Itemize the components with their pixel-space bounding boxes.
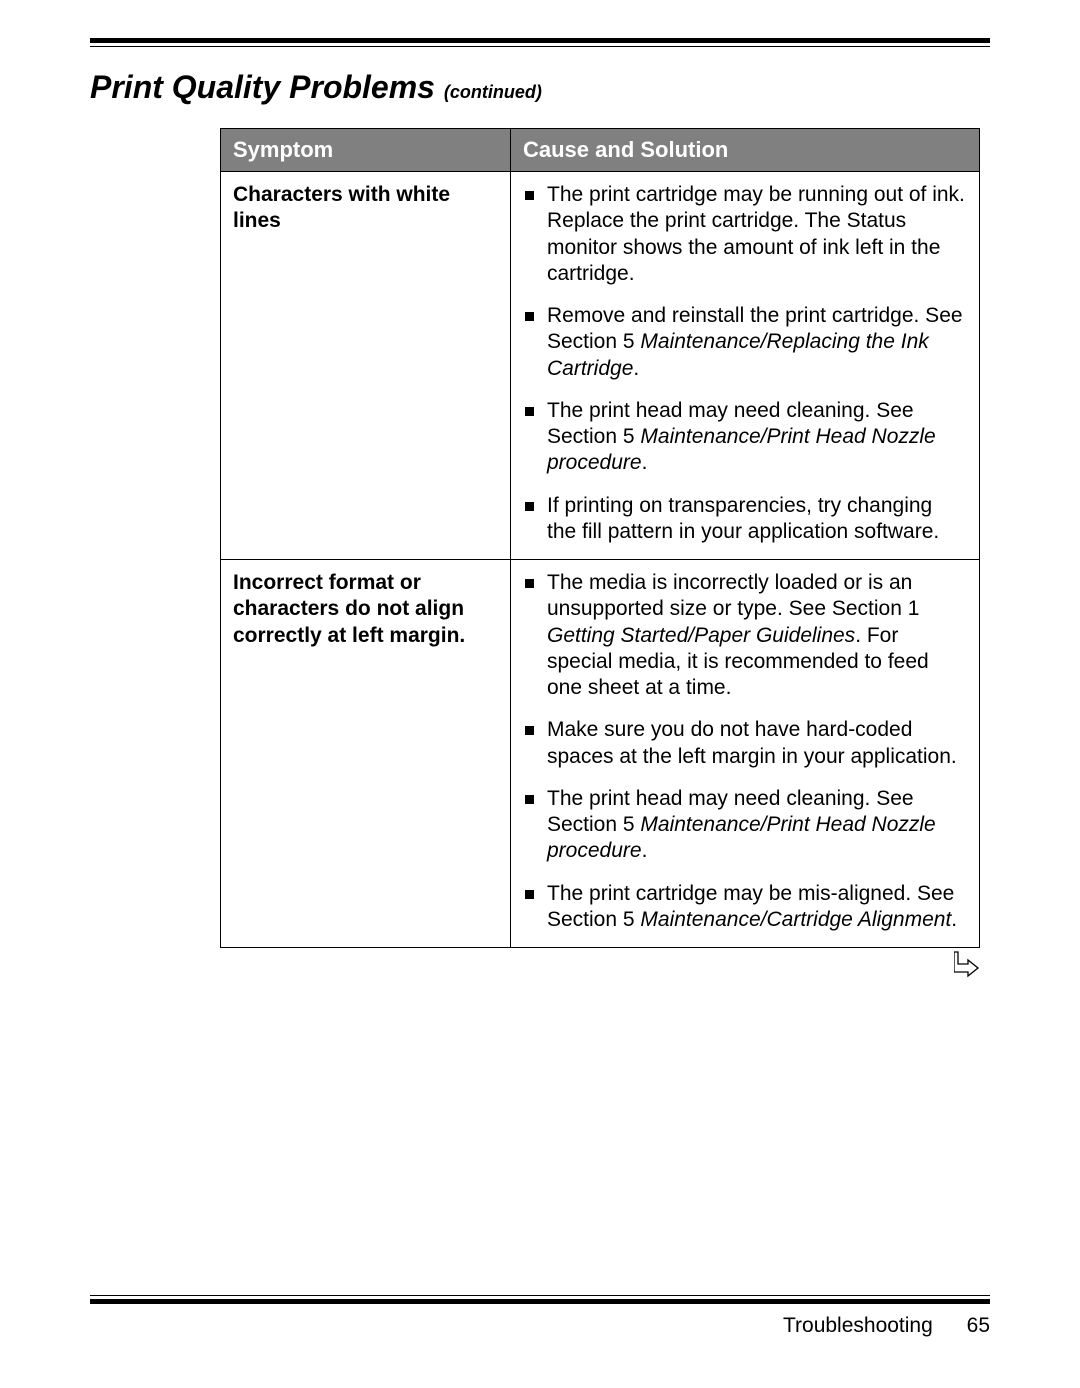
solution-item: If printing on transparencies, try chang…	[525, 493, 965, 546]
solution-item: The media is incorrectly loaded or is an…	[525, 570, 965, 701]
top-rule	[90, 38, 990, 47]
table-row: Characters with white lines The print ca…	[221, 172, 980, 560]
solution-em: Maintenance/Cartridge Alignment	[640, 908, 951, 931]
solution-post: .	[633, 357, 639, 380]
solution-item: The print cartridge may be running out o…	[525, 182, 965, 287]
symptom-cell: Incorrect format or characters do not al…	[221, 560, 511, 948]
solution-item: Remove and reinstall the print cartridge…	[525, 303, 965, 382]
page-heading: Print Quality Problems (continued)	[90, 69, 990, 106]
solution-text: The media is incorrectly loaded or is an…	[547, 571, 919, 620]
page-footer: Troubleshooting 65	[90, 1295, 990, 1338]
solution-item: The print head may need cleaning. See Se…	[525, 786, 965, 865]
solution-post: .	[642, 451, 648, 474]
solution-em: Getting Started/Paper Guidelines	[547, 624, 855, 647]
troubleshooting-table: Symptom Cause and Solution Characters wi…	[220, 128, 980, 948]
solution-item: The print cartridge may be mis-aligned. …	[525, 881, 965, 934]
symptom-cell: Characters with white lines	[221, 172, 511, 560]
heading-main: Print Quality Problems	[90, 69, 444, 105]
table-header-solution: Cause and Solution	[511, 129, 980, 172]
solution-post: .	[642, 839, 648, 862]
solution-item: Make sure you do not have hard-coded spa…	[525, 717, 965, 770]
solution-cell: The print cartridge may be running out o…	[511, 172, 980, 560]
heading-sub: (continued)	[444, 82, 542, 102]
solution-text: The print cartridge may be running out o…	[547, 183, 965, 285]
solution-text: If printing on transparencies, try chang…	[547, 494, 939, 543]
bottom-rule	[90, 1295, 990, 1304]
table-row: Incorrect format or characters do not al…	[221, 560, 980, 948]
table-header-symptom: Symptom	[221, 129, 511, 172]
down-right-arrow-icon	[954, 950, 980, 980]
solution-text: Make sure you do not have hard-coded spa…	[547, 718, 957, 767]
solution-item: The print head may need cleaning. See Se…	[525, 398, 965, 477]
solution-cell: The media is incorrectly loaded or is an…	[511, 560, 980, 948]
footer-page-number: 65	[967, 1314, 990, 1338]
solution-post: .	[951, 908, 957, 931]
footer-section: Troubleshooting	[783, 1314, 933, 1337]
continue-arrow	[220, 950, 980, 985]
